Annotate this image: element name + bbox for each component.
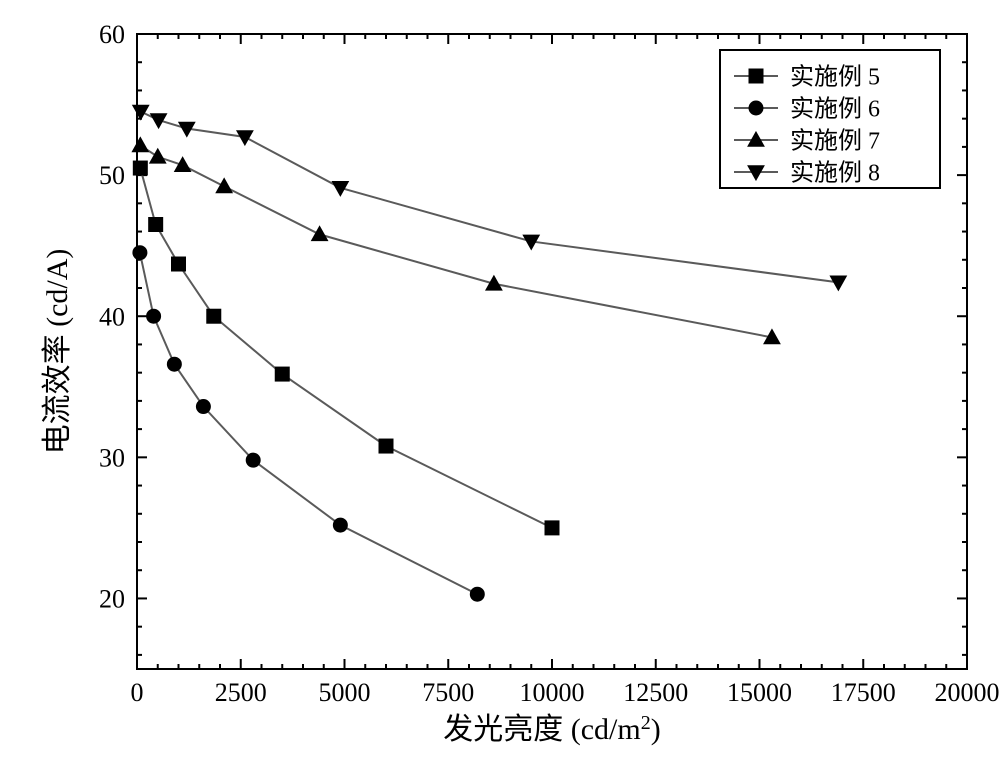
legend-label: 实施例 5 bbox=[790, 63, 880, 90]
y-tick-label: 50 bbox=[99, 161, 125, 190]
x-tick-label: 0 bbox=[131, 678, 144, 707]
y-tick-label: 40 bbox=[99, 302, 125, 331]
legend: 实施例 5 实施例 6 实施例 7 实施例 8 bbox=[720, 50, 940, 188]
x-tick-label: 17500 bbox=[831, 678, 896, 707]
legend-label: 实施例 8 bbox=[790, 159, 880, 186]
legend-label: 实施例 6 bbox=[790, 95, 880, 122]
x-tick-label: 12500 bbox=[623, 678, 688, 707]
y-tick-label: 60 bbox=[99, 20, 125, 49]
y-tick-label: 20 bbox=[99, 585, 125, 614]
y-axis-label: 电流效率 (cd/A) bbox=[41, 249, 74, 455]
efficiency-chart: 0 2500 5000 7500 10000 12500 15000 17500 20000 20… bbox=[0, 0, 1000, 762]
x-tick-label: 7500 bbox=[422, 678, 474, 707]
x-axis-label: 发光亮度 (cd/m2) bbox=[443, 712, 660, 746]
x-tick-label: 10000 bbox=[520, 678, 585, 707]
y-tick-label: 30 bbox=[99, 443, 125, 472]
chart-container: 0 2500 5000 7500 10000 12500 15000 17500 20000 20… bbox=[0, 0, 1000, 762]
legend-label: 实施例 7 bbox=[790, 127, 880, 154]
x-tick-label: 20000 bbox=[935, 678, 1000, 707]
x-tick-label: 5000 bbox=[319, 678, 371, 707]
x-tick-label: 2500 bbox=[215, 678, 267, 707]
x-tick-label: 15000 bbox=[727, 678, 792, 707]
